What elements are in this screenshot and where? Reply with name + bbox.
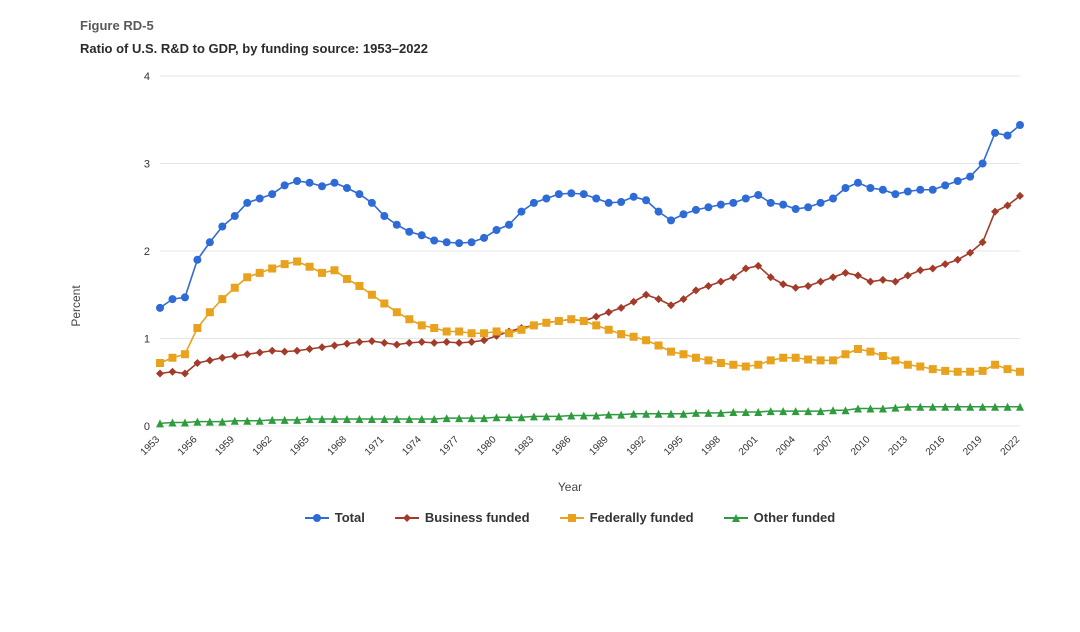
chart-legend: Total Business funded Federally funded Othe… (110, 510, 1030, 525)
figure-title: Ratio of U.S. R&D to GDP, by funding sou… (80, 41, 1040, 56)
svg-text:1977: 1977 (438, 434, 462, 458)
svg-text:3: 3 (144, 159, 150, 171)
svg-text:1968: 1968 (326, 434, 350, 458)
figure-container: { "figure_number": "Figure RD-5", "title… (0, 0, 1080, 632)
x-axis-label: Year (110, 480, 1030, 494)
svg-text:1980: 1980 (475, 434, 499, 458)
series-federal (156, 258, 1024, 376)
svg-text:2016: 2016 (924, 434, 948, 458)
legend-label: Total (335, 510, 365, 525)
svg-text:1953: 1953 (139, 434, 163, 458)
svg-text:1974: 1974 (400, 434, 424, 458)
legend-label: Other funded (754, 510, 836, 525)
legend-item-federal: Federally funded (560, 510, 694, 525)
svg-text:2: 2 (144, 246, 150, 258)
figure-number: Figure RD-5 (80, 18, 1040, 33)
svg-text:1971: 1971 (363, 434, 387, 458)
svg-text:4: 4 (144, 71, 150, 83)
legend-label: Federally funded (590, 510, 694, 525)
legend-item-business: Business funded (395, 510, 530, 525)
svg-text:2004: 2004 (774, 434, 798, 458)
svg-text:2010: 2010 (849, 434, 873, 458)
series-other (156, 403, 1024, 428)
svg-text:1995: 1995 (662, 434, 686, 458)
chart-area: Percent 01234195319561959196219651968197… (110, 66, 1030, 546)
svg-text:0: 0 (144, 421, 150, 433)
svg-text:1992: 1992 (625, 434, 649, 458)
svg-text:1989: 1989 (587, 434, 611, 458)
svg-text:2022: 2022 (999, 434, 1023, 458)
svg-text:1956: 1956 (176, 434, 200, 458)
legend-item-other: Other funded (724, 510, 836, 525)
legend-label: Business funded (425, 510, 530, 525)
y-axis-label: Percent (69, 285, 83, 326)
svg-text:1986: 1986 (550, 434, 574, 458)
svg-text:1965: 1965 (288, 434, 312, 458)
svg-text:1983: 1983 (513, 434, 537, 458)
svg-text:2013: 2013 (886, 434, 910, 458)
svg-text:1998: 1998 (699, 434, 723, 458)
svg-text:1959: 1959 (213, 434, 237, 458)
legend-item-total: Total (305, 510, 365, 525)
svg-text:2007: 2007 (812, 434, 836, 458)
line-chart: 0 1 2 3 4 1953 1956 1959 1962 1965 1968 1971 1974 197… (110, 66, 1030, 476)
svg-text:2019: 2019 (961, 434, 985, 458)
svg-text:1: 1 (144, 334, 150, 346)
svg-text:2001: 2001 (737, 434, 761, 458)
svg-text:1962: 1962 (251, 434, 275, 458)
series-business (156, 192, 1024, 378)
